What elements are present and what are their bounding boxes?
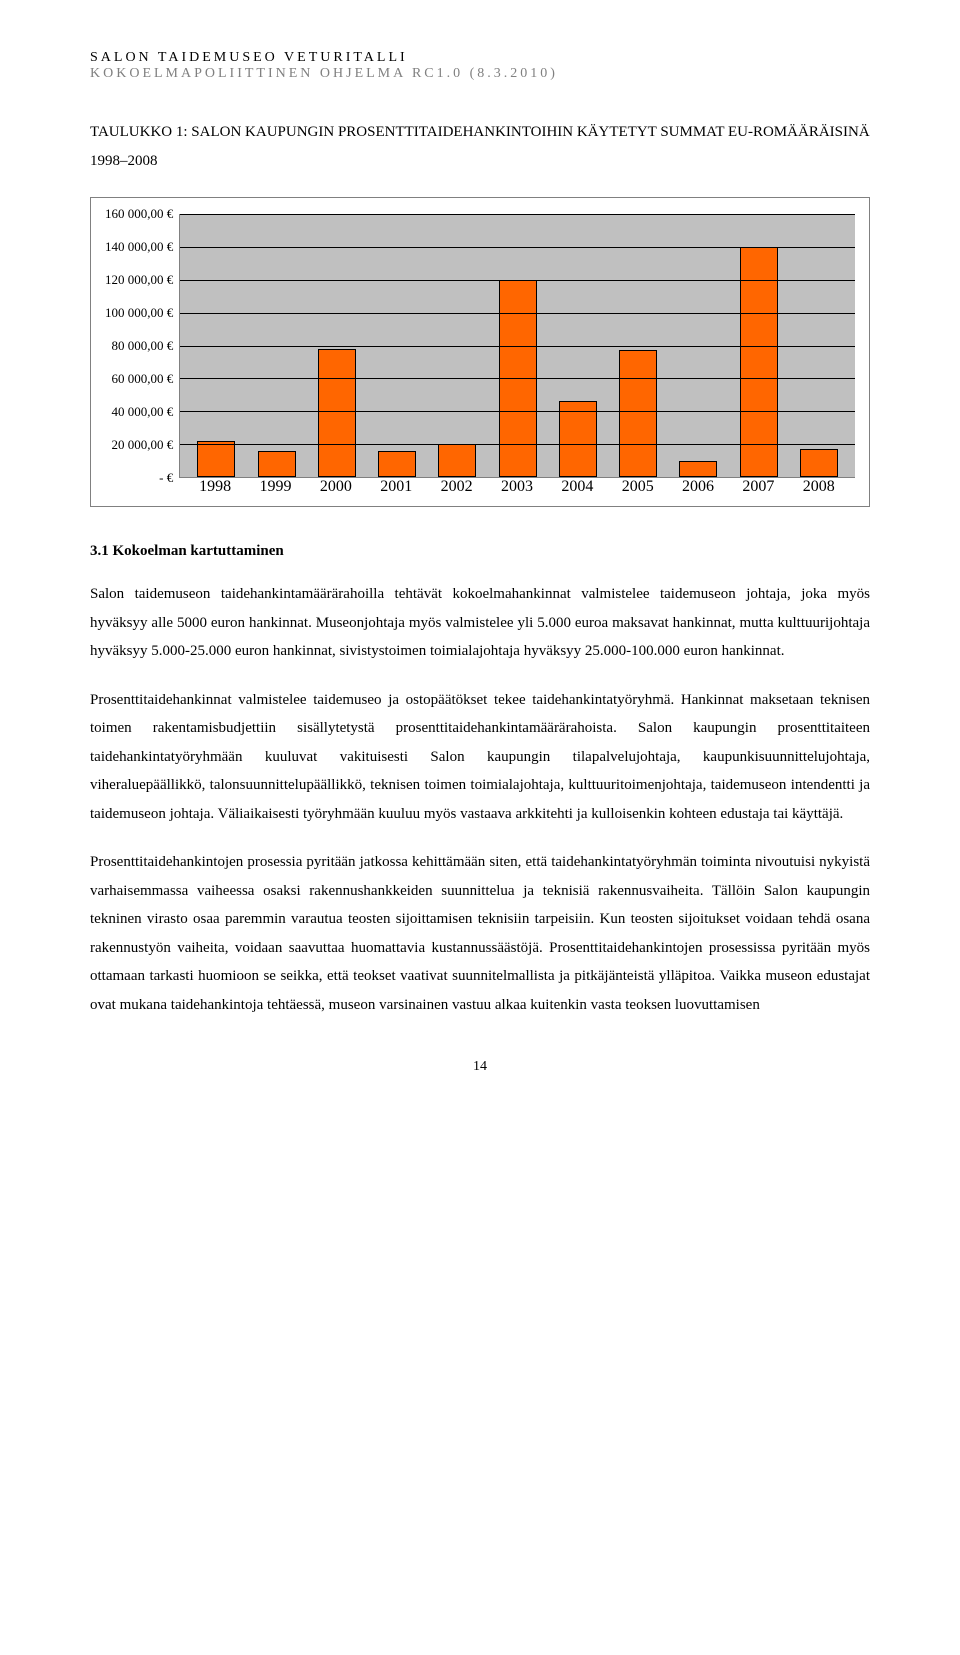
gridline [180, 411, 855, 412]
x-axis-label: 2005 [622, 478, 654, 496]
header-line-1: Salon Taidemuseo Veturitalli [90, 50, 870, 66]
bar [619, 350, 657, 477]
section-heading: 3.1 Kokoelman kartuttaminen [90, 543, 870, 560]
bar [559, 401, 597, 477]
chart-inner: 160 000,00 €140 000,00 €120 000,00 €100 … [105, 214, 855, 478]
table-title: TAULUKKO 1: SALON KAUPUNGIN PROSENTTITAI… [90, 118, 870, 175]
bar [197, 441, 235, 477]
x-axis-label: 2006 [682, 478, 714, 496]
gridline [180, 346, 855, 347]
paragraph-2: Prosenttitaidehankinnat valmistelee taid… [90, 686, 870, 829]
gridline [180, 280, 855, 281]
bar [318, 349, 356, 477]
header-line-2: Kokoelmapoliittinen ohjelma RC1.0 (8.3.2… [90, 66, 870, 82]
gridline [180, 313, 855, 314]
x-axis-label: 2003 [501, 478, 533, 496]
chart-container: 160 000,00 €140 000,00 €120 000,00 €100 … [90, 197, 870, 507]
x-axis-wrap: 1998 1999 2000 2001 2002 2003 2004 2005 2006 2007… [105, 478, 855, 496]
x-axis-label: 2004 [561, 478, 593, 496]
bar [800, 449, 838, 477]
x-axis-label: 1998 [199, 478, 231, 496]
gridline [180, 378, 855, 379]
x-axis: 1998 1999 2000 2001 2002 2003 2004 2005 2006 2007… [179, 478, 855, 496]
x-axis-label: 2007 [742, 478, 774, 496]
gridline [180, 444, 855, 445]
gridline [180, 247, 855, 248]
x-axis-label: 2001 [380, 478, 412, 496]
bar [378, 451, 416, 477]
gridline [180, 214, 855, 215]
paragraph-1: Salon taidemuseon taidehankintamääräraho… [90, 580, 870, 666]
plot-area [179, 214, 855, 478]
x-axis-label: 1999 [260, 478, 292, 496]
bar [679, 461, 717, 477]
x-axis-label: 2008 [803, 478, 835, 496]
page-number: 14 [90, 1059, 870, 1075]
paragraph-3: Prosenttitaidehankintojen prosessia pyri… [90, 848, 870, 1019]
bar [258, 451, 296, 477]
bar [740, 247, 778, 477]
y-axis: 160 000,00 €140 000,00 €120 000,00 €100 … [105, 214, 179, 478]
page-header: Salon Taidemuseo Veturitalli Kokoelmapol… [90, 50, 870, 82]
x-axis-label: 2000 [320, 478, 352, 496]
x-axis-label: 2002 [441, 478, 473, 496]
plot-wrap [179, 214, 855, 478]
bar [438, 444, 476, 477]
